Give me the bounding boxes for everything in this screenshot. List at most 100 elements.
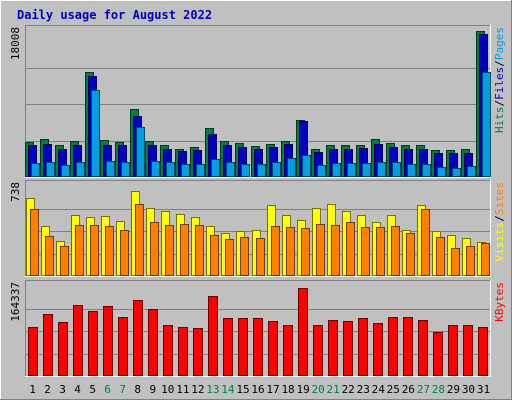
bar-pages-day-23 — [362, 163, 371, 177]
bar-sites-day-24 — [376, 227, 385, 276]
bar-kbytes-day-5 — [88, 311, 98, 376]
bar-pages-day-9 — [151, 161, 160, 177]
bar-pages-day-4 — [76, 162, 85, 177]
bar-pages-day-6 — [106, 161, 115, 177]
bar-sites-day-3 — [60, 246, 69, 276]
bar-sites-day-10 — [165, 225, 174, 276]
bar-sites-day-2 — [45, 236, 54, 276]
bar-kbytes-day-2 — [43, 314, 53, 376]
bar-kbytes-day-31 — [478, 327, 488, 376]
bar-kbytes-day-25 — [388, 317, 398, 376]
bar-sites-day-13 — [210, 235, 219, 276]
bar-sites-day-20 — [316, 224, 325, 276]
bar-pages-day-25 — [392, 162, 401, 177]
bar-kbytes-day-22 — [343, 321, 353, 376]
bar-sites-day-14 — [225, 239, 234, 276]
bar-sites-day-12 — [195, 225, 204, 276]
bar-kbytes-day-16 — [253, 318, 263, 376]
x-tick-label: 6 — [104, 383, 111, 396]
legend-top: Hits/Files/Pages — [493, 27, 506, 133]
bar-sites-day-11 — [180, 224, 189, 276]
bar-kbytes-day-13 — [208, 296, 218, 376]
bar-sites-day-30 — [466, 246, 475, 276]
bar-kbytes-day-30 — [463, 325, 473, 376]
bar-pages-day-24 — [377, 162, 386, 177]
bar-sites-day-27 — [421, 209, 430, 276]
bar-sites-day-7 — [120, 230, 129, 276]
bar-pages-day-12 — [196, 164, 205, 177]
panel-bottom: 164337 KBytes — [9, 280, 506, 377]
bar-kbytes-day-24 — [373, 323, 383, 376]
bar-kbytes-day-23 — [358, 318, 368, 376]
legend-entry: Visits — [493, 222, 506, 262]
bar-kbytes-day-7 — [118, 317, 128, 376]
bar-kbytes-day-1 — [28, 327, 38, 376]
legend-entry: / — [493, 60, 506, 67]
x-tick-label: 19 — [296, 383, 309, 396]
x-tick-label: 5 — [89, 383, 96, 396]
x-tick-label: 11 — [176, 383, 189, 396]
x-tick-label: 28 — [432, 383, 445, 396]
bar-sites-day-23 — [361, 227, 370, 276]
x-tick-label: 4 — [74, 383, 81, 396]
y-max-label-top: 18008 — [9, 27, 22, 60]
legend-entry: Hits — [493, 107, 506, 134]
bar-pages-day-1 — [31, 163, 40, 177]
x-tick-label: 17 — [266, 383, 279, 396]
x-tick-label: 22 — [342, 383, 355, 396]
bar-kbytes-day-3 — [58, 322, 68, 376]
x-tick-label: 3 — [59, 383, 66, 396]
bar-pages-day-15 — [241, 164, 250, 177]
bar-pages-day-8 — [136, 127, 145, 177]
x-tick-label: 30 — [462, 383, 475, 396]
bar-kbytes-day-17 — [268, 321, 278, 376]
chart-panels: 18008 Hits/Files/Pages 738 Visits / Sites 1643… — [9, 25, 506, 377]
bar-kbytes-day-21 — [328, 320, 338, 376]
bar-sites-day-8 — [135, 204, 144, 276]
x-tick-label: 21 — [327, 383, 340, 396]
bar-sites-day-9 — [150, 222, 159, 276]
bar-pages-day-14 — [226, 162, 235, 177]
bar-kbytes-day-9 — [148, 309, 158, 376]
x-tick-label: 29 — [447, 383, 460, 396]
bar-kbytes-day-14 — [223, 318, 233, 376]
bar-pages-day-3 — [61, 165, 70, 177]
bar-sites-day-29 — [451, 248, 460, 276]
bar-sites-day-5 — [90, 225, 99, 276]
bar-pages-day-28 — [437, 167, 446, 177]
bar-pages-day-16 — [257, 164, 266, 177]
x-tick-label: 31 — [477, 383, 490, 396]
legend-entry: Sites — [493, 182, 506, 215]
x-tick-label: 8 — [134, 383, 141, 396]
x-tick-label: 7 — [119, 383, 126, 396]
bar-sites-day-16 — [256, 238, 265, 276]
bar-kbytes-day-18 — [283, 325, 293, 376]
bar-pages-day-10 — [166, 162, 175, 177]
x-tick-label: 14 — [221, 383, 235, 396]
x-tick-label: 18 — [281, 383, 294, 396]
legend-entry: Files — [493, 67, 506, 100]
bar-kbytes-day-19 — [298, 288, 308, 376]
bar-sites-day-21 — [331, 225, 340, 276]
x-tick-label: 25 — [387, 383, 400, 396]
y-max-label-middle: 738 — [9, 182, 22, 202]
x-tick-label: 1 — [29, 383, 36, 396]
legend-entry: KBytes — [493, 282, 506, 322]
legend-entry: / — [493, 100, 506, 107]
bar-pages-day-21 — [332, 163, 341, 177]
bar-kbytes-day-28 — [433, 332, 443, 376]
bar-pages-day-19 — [302, 155, 311, 177]
x-tick-label: 15 — [236, 383, 249, 396]
chart-title: Daily usage for August 2022 — [17, 8, 212, 22]
bar-sites-day-25 — [391, 226, 400, 276]
y-max-label-bottom: 164337 — [9, 282, 22, 322]
bar-pages-day-22 — [347, 163, 356, 177]
bar-kbytes-day-26 — [403, 317, 413, 376]
x-tick-label: 20 — [312, 383, 325, 396]
bar-pages-day-5 — [91, 90, 100, 177]
x-tick-label: 27 — [417, 383, 430, 396]
bar-kbytes-day-8 — [133, 300, 143, 376]
legend-entry: Pages — [493, 27, 506, 60]
x-tick-label: 26 — [402, 383, 415, 396]
